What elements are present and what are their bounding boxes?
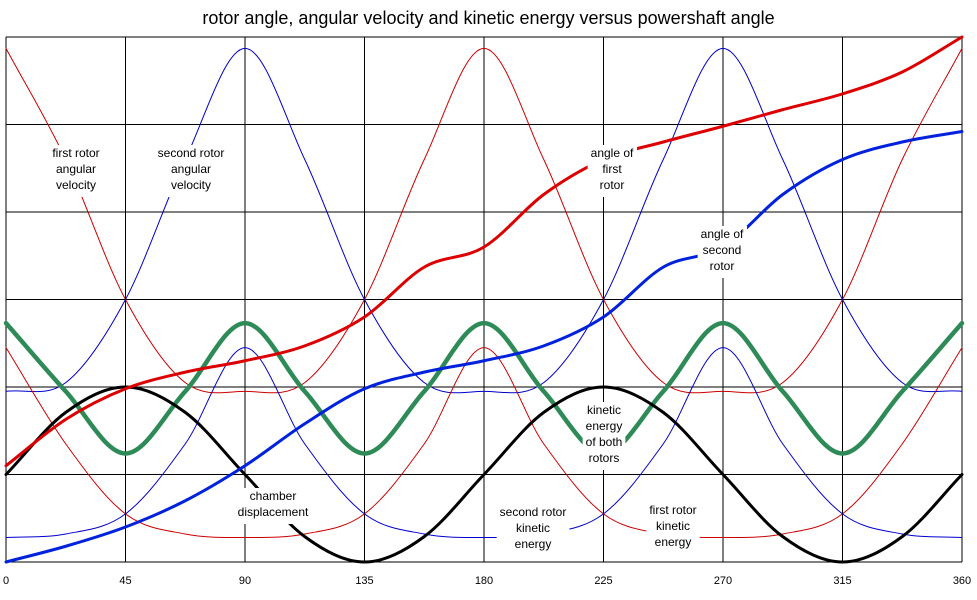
curve-annotations: first rotor angular velocity second rotor an… [49,145,748,556]
x-tick-label: 315 [833,575,851,587]
annotation-background [697,226,748,278]
annotation-second-rotor-angular-velocity: velocity [171,178,211,192]
series-line-kinetic-energy-of-both-rotors [3,320,965,456]
annotation-background [49,145,103,197]
annotation-background [646,502,700,554]
annotation-second-rotor-kinetic-energy: second rotor [500,505,567,519]
series-line-angle-of-second-rotor [4,130,964,564]
annotation-first-rotor-kinetic-energy: energy [655,535,692,549]
annotation-background [582,402,626,470]
x-tick-label: 360 [953,575,971,587]
x-tick-label: 180 [475,575,493,587]
annotation-second-rotor-angular-velocity: angular [171,162,211,176]
series-line-chamber-displacement [4,385,964,564]
annotation-angle-of-first-rotor: angle of [591,146,634,160]
x-tick-label: 90 [239,575,251,587]
annotation-second-rotor-angular-velocity: second rotor [158,146,225,160]
annotation-angle-of-second-rotor: second [703,243,742,257]
series-line-first-rotor-angular-velocity [5,47,963,394]
annotation-background [496,504,570,556]
annotation-kinetic-energy-of-both-rotors: of both [586,435,623,449]
annotation-first-rotor-angular-velocity: first rotor [52,146,99,160]
annotation-angle-of-first-rotor: rotor [600,178,625,192]
annotation-kinetic-energy-of-both-rotors: energy [586,419,623,433]
x-tick-label: 135 [355,575,373,587]
annotation-angle-of-second-rotor: rotor [710,259,735,273]
x-tick-label: 225 [594,575,612,587]
series-line-second-rotor-kinetic-energy [5,347,963,539]
series-line-first-rotor-kinetic-energy [5,347,963,539]
annotation-kinetic-energy-of-both-rotors: rotors [589,451,620,465]
x-tick-label: 45 [119,575,131,587]
annotation-first-rotor-angular-velocity: angular [56,162,96,176]
series-lines [3,35,965,564]
x-axis-tick-labels: 0 45 90 135 180 225 270 315 360 [3,575,971,587]
annotation-chamber-displacement: chamber [250,489,297,503]
annotation-background [587,145,638,197]
annotation-first-rotor-kinetic-energy: first rotor [649,503,696,517]
annotation-chamber-displacement: displacement [238,505,309,519]
annotation-angle-of-first-rotor: first [602,162,622,176]
annotation-second-rotor-kinetic-energy: kinetic [516,521,550,535]
annotation-first-rotor-kinetic-energy: kinetic [656,519,690,533]
gridlines [5,36,963,563]
annotation-second-rotor-kinetic-energy: energy [515,537,552,551]
annotation-first-rotor-angular-velocity: velocity [56,178,96,192]
annotation-background [154,145,228,197]
x-tick-label: 270 [714,575,732,587]
annotation-angle-of-second-rotor: angle of [701,227,744,241]
series-line-angle-of-first-rotor [4,35,964,468]
annotation-kinetic-energy-of-both-rotors: kinetic [587,403,621,417]
chart-title: rotor angle, angular velocity and kineti… [202,8,775,28]
annotation-background [234,488,313,524]
x-tick-label: 0 [3,575,9,587]
